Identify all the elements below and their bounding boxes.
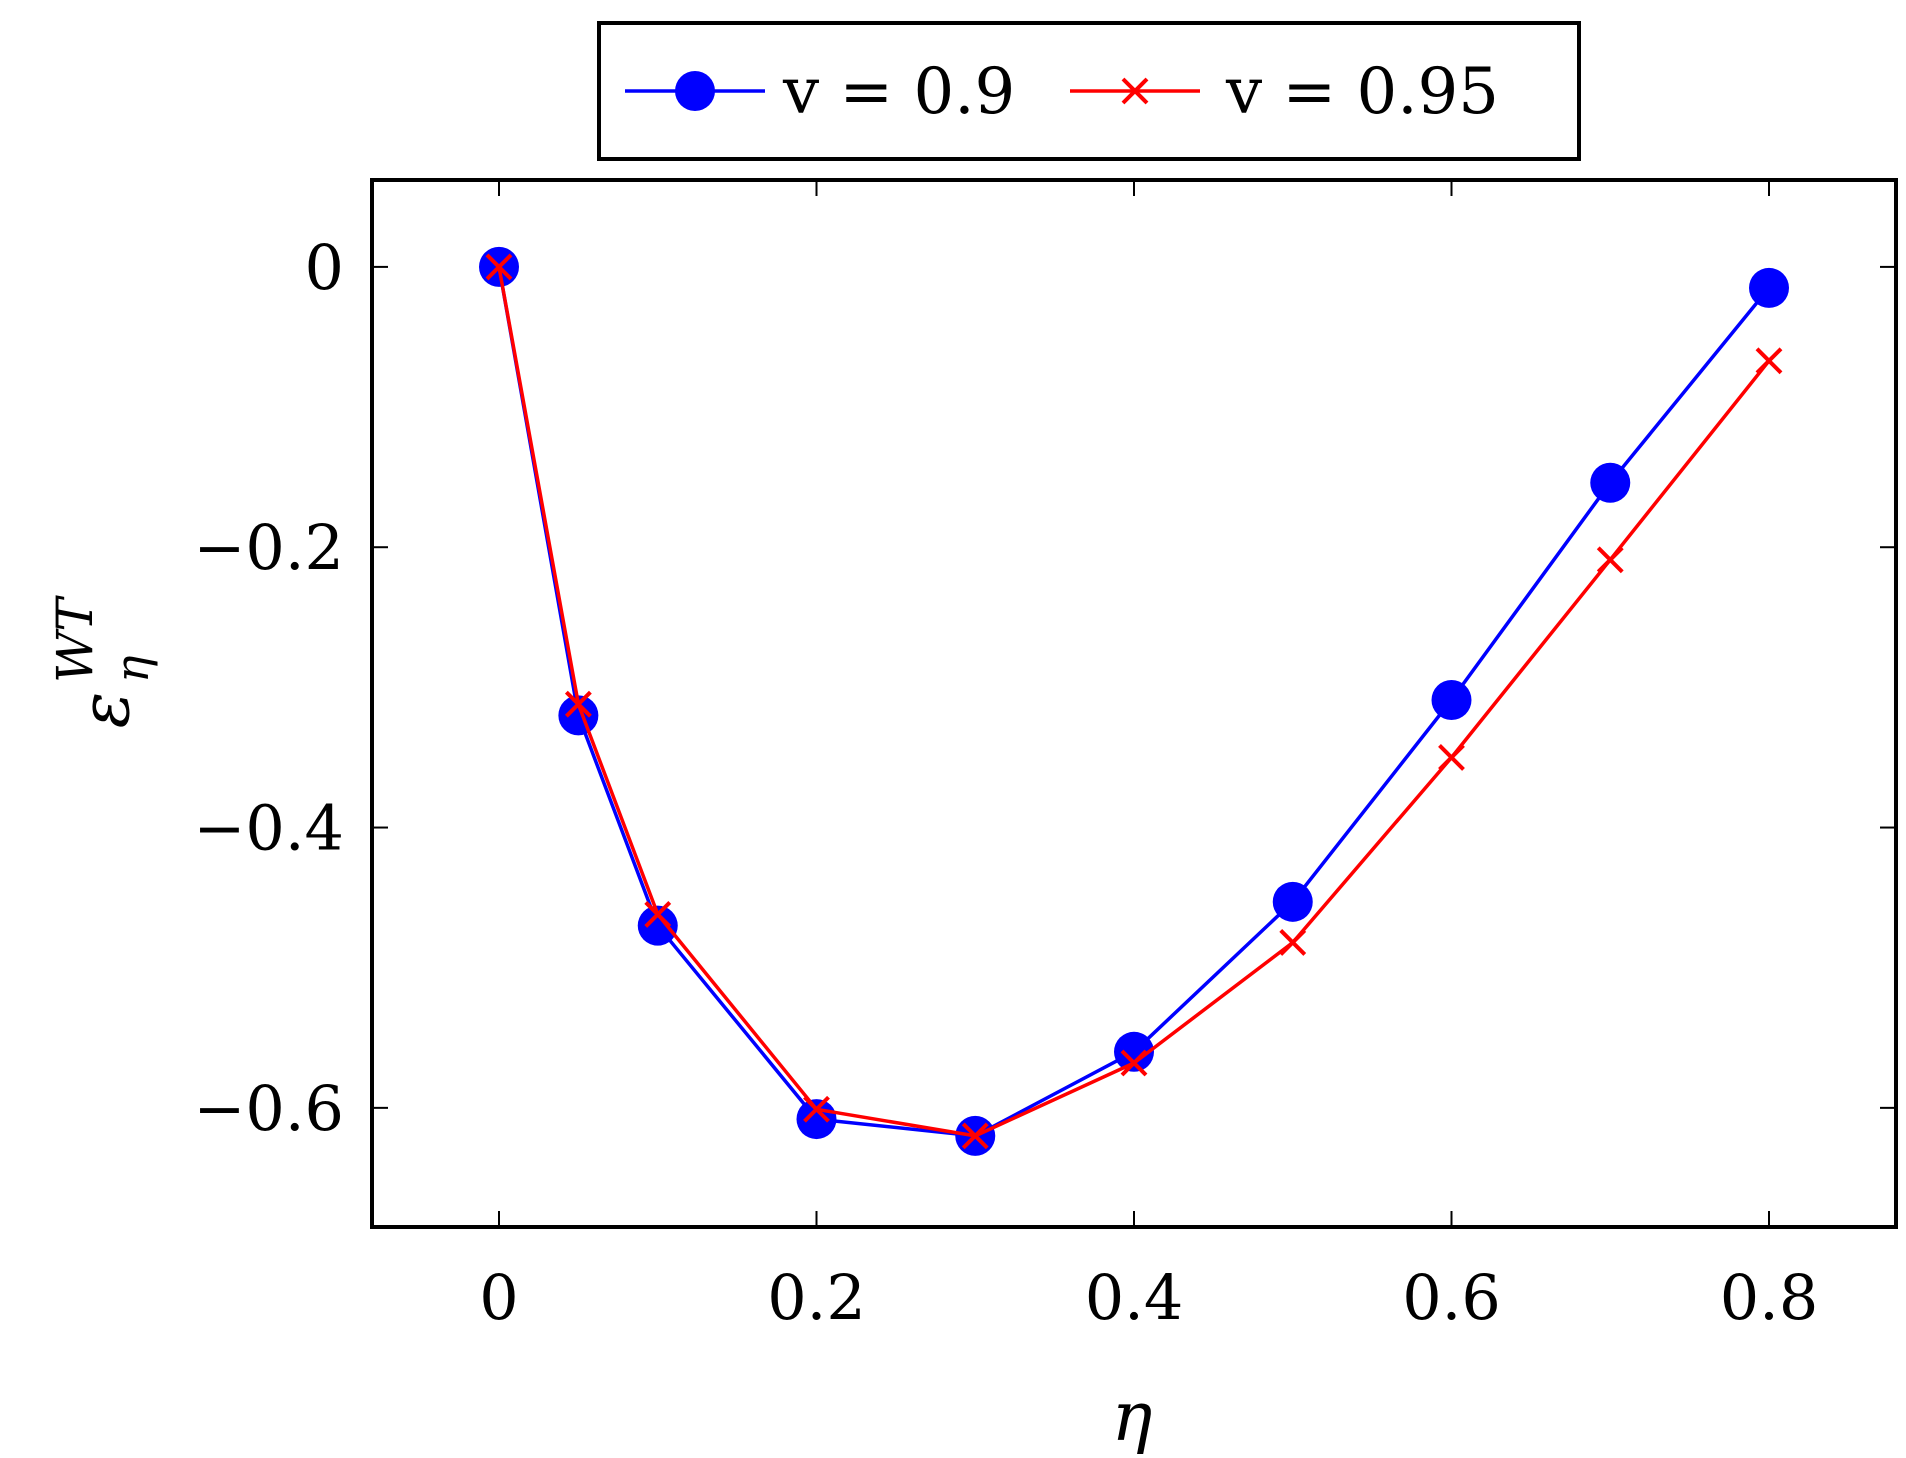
series-1-point xyxy=(1590,462,1631,503)
series-2-point xyxy=(1120,1049,1148,1077)
series-1-point xyxy=(796,1099,837,1140)
series-2-point xyxy=(961,1122,989,1150)
legend-items: v = 0.9 v = 0.95 xyxy=(625,55,1499,129)
series-1-point xyxy=(1431,679,1472,720)
y-tick-label: −0.6 xyxy=(193,1072,344,1145)
legend-entry-2: v = 0.95 xyxy=(1070,55,1499,129)
series-1-point xyxy=(558,695,599,736)
series-2-point xyxy=(1279,929,1307,956)
series-2 xyxy=(485,253,1783,1150)
legend-swatch-marker xyxy=(1121,77,1149,105)
series-2-point xyxy=(644,901,672,928)
x-tick-label: 0.2 xyxy=(767,1261,866,1334)
legend-swatch-marker xyxy=(675,71,715,111)
series-2-line xyxy=(497,266,1771,1138)
y-axis-title: ε η WT xyxy=(46,595,159,729)
legend-label: v = 0.9 xyxy=(782,55,1015,129)
series-2-point xyxy=(1438,744,1465,771)
y-axis-title-main: ε xyxy=(66,692,145,729)
axis-ticks xyxy=(372,180,1896,1227)
y-tick-label: −0.4 xyxy=(193,792,344,865)
series-2-point xyxy=(564,690,592,718)
series-2-point xyxy=(803,1095,830,1123)
legend: v = 0.9 v = 0.95 xyxy=(597,21,1581,161)
x-tick-label: 0.4 xyxy=(1085,1261,1184,1334)
tick-labels: 0 0.2 0.4 0.6 0.8 0 −0.2 −0.4 −0.6 xyxy=(193,231,1818,1334)
series-1-line xyxy=(497,266,1771,1138)
series-1-point xyxy=(1272,881,1313,922)
series-layer xyxy=(479,246,1789,1156)
x-tick-label: 0.6 xyxy=(1402,1261,1501,1334)
x-tick-label: 0 xyxy=(479,1261,518,1334)
series-1-point xyxy=(1749,267,1789,308)
y-tick-label: −0.2 xyxy=(193,511,344,584)
series-2-point xyxy=(1596,546,1624,574)
series-1-point xyxy=(1114,1031,1154,1072)
y-tick-label: 0 xyxy=(305,231,344,304)
y-axis-title-sup: WT xyxy=(46,595,104,683)
legend-label: v = 0.95 xyxy=(1225,55,1499,129)
series-2-point xyxy=(1755,347,1783,375)
legend-entry-1: v = 0.9 xyxy=(625,55,1015,129)
x-tick-label: 0.8 xyxy=(1720,1261,1819,1334)
x-axis-title: η xyxy=(1112,1378,1153,1457)
series-1-point xyxy=(637,905,678,946)
y-axis-title-sub: η xyxy=(105,655,159,683)
series-2-point xyxy=(485,253,513,281)
